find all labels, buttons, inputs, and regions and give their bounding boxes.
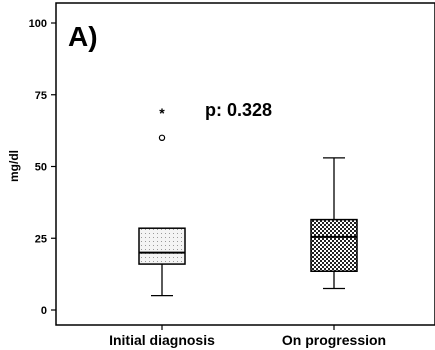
x-tick-label: Initial diagnosis <box>109 332 215 348</box>
y-tick-label: 25 <box>35 233 47 245</box>
iqr-box <box>310 218 358 273</box>
y-tick-label: 0 <box>41 305 47 317</box>
y-axis: 0 25 50 75 100 <box>29 18 56 317</box>
p-value-annotation: p: 0.328 <box>205 100 272 120</box>
y-tick-label: 75 <box>35 90 47 102</box>
outlier-point <box>158 134 166 141</box>
panel-label: A) <box>68 21 98 52</box>
y-tick-label: 100 <box>29 18 47 30</box>
y-axis-label: mg/dl <box>7 150 21 182</box>
y-tick-label: 50 <box>35 162 47 174</box>
plot-frame <box>55 2 435 326</box>
boxes-layer: * <box>138 105 358 297</box>
x-axis: Initial diagnosis On progression <box>109 325 386 348</box>
iqr-box <box>138 227 186 265</box>
extreme-point: * <box>159 105 165 121</box>
x-tick-label: On progression <box>282 332 386 348</box>
